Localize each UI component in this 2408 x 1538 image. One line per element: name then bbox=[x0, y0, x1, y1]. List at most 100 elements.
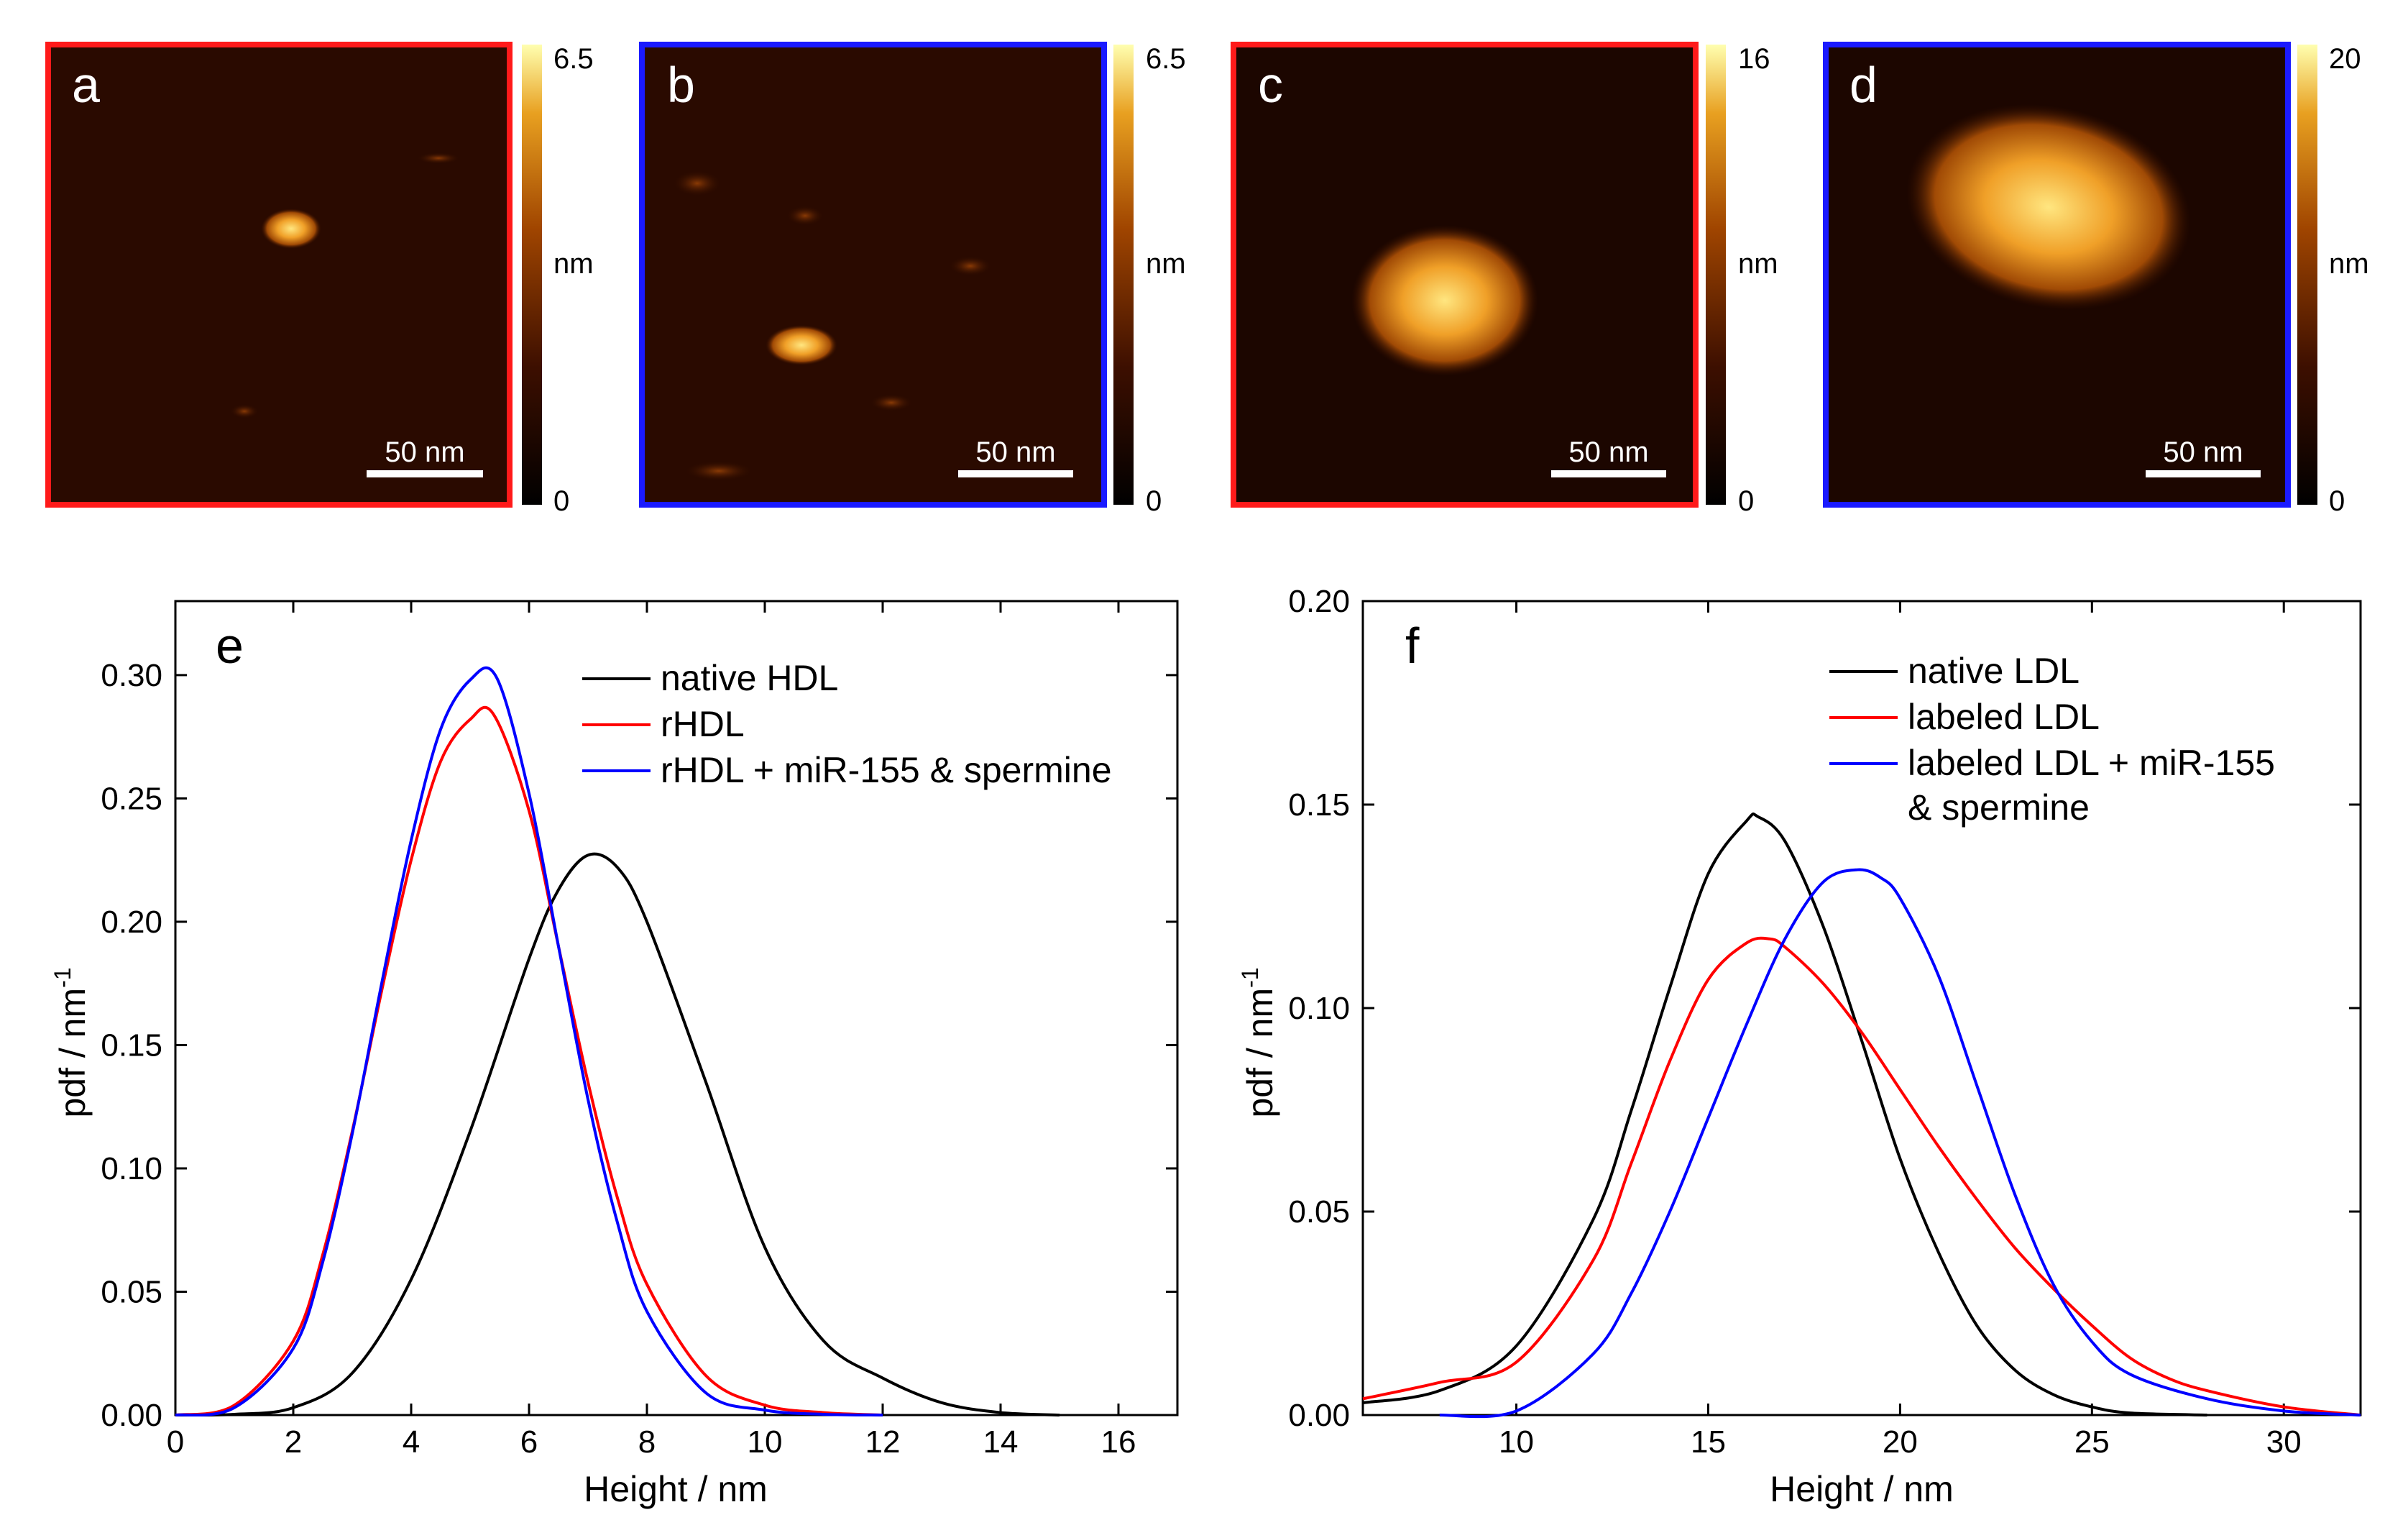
scale-bar-label: 50 nm bbox=[975, 436, 1055, 468]
scale-bar-label: 50 nm bbox=[1568, 436, 1648, 468]
legend-label-line: labeled LDL + miR-155 bbox=[1908, 743, 2275, 783]
chart-f: 10 15 20 25 30 0.00 0.05 0.10 0.15 0.20 native LDL… bbox=[1288, 584, 2362, 1460]
afm-panel-b: b 50 nm 6.5 nm 0 bbox=[639, 42, 1186, 517]
colorbar-min: 0 bbox=[1146, 485, 1162, 517]
afm-panel-letter: a bbox=[72, 57, 100, 113]
y-axis-label: pdf / nm-1 bbox=[50, 967, 93, 1117]
y-tick-label: 0.05 bbox=[1288, 1194, 1350, 1230]
series-line-3 bbox=[1439, 868, 2361, 1419]
colorbar-min: 0 bbox=[1738, 485, 1754, 517]
y-axis-label-main: pdf / nm bbox=[1240, 988, 1280, 1118]
series-line-3 bbox=[175, 666, 883, 1417]
y-tick-label: 0.10 bbox=[1288, 991, 1350, 1026]
legend-label-line: labeled LDL bbox=[1908, 697, 2100, 737]
y-axis-label-text: pdf / nm-1 bbox=[1237, 967, 1280, 1117]
legend-label-line: rHDL + miR-155 & spermine bbox=[661, 750, 1112, 790]
afm-panel-letter: b bbox=[667, 57, 695, 113]
y-tick-label: 0.15 bbox=[1288, 787, 1350, 823]
legend-label: native LDL bbox=[1908, 651, 2080, 691]
afm-particle bbox=[261, 209, 321, 249]
afm-speck bbox=[417, 152, 460, 164]
x-tick-label: 8 bbox=[638, 1424, 656, 1460]
colorbar-unit: nm bbox=[2329, 248, 2369, 280]
y-axis-label-sup: -1 bbox=[50, 967, 75, 987]
x-tick-label: 25 bbox=[2074, 1424, 2110, 1460]
afm-particle bbox=[1351, 225, 1538, 376]
scale-bar bbox=[2146, 470, 2261, 477]
y-tick-label: 0.30 bbox=[101, 658, 162, 693]
x-tick-label: 30 bbox=[2266, 1424, 2302, 1460]
y-tick-label: 0.10 bbox=[101, 1151, 162, 1186]
afm-speck bbox=[230, 404, 259, 418]
x-tick-label: 12 bbox=[865, 1424, 901, 1460]
afm-speck bbox=[684, 461, 753, 481]
afm-particle bbox=[766, 325, 837, 365]
colorbar-unit: nm bbox=[1738, 248, 1778, 280]
colorbar-min: 0 bbox=[553, 485, 569, 517]
colorbar bbox=[1706, 45, 1726, 505]
colorbar-min: 0 bbox=[2329, 485, 2345, 517]
y-axis-label-text: pdf / nm-1 bbox=[50, 967, 93, 1117]
legend-label: rHDL + miR-155 & spermine bbox=[661, 750, 1112, 790]
colorbar-unit: nm bbox=[1146, 248, 1186, 280]
colorbar-max: 20 bbox=[2329, 43, 2361, 75]
chart-e: 0 2 4 6 8 10 12 14 16 0.00 0.05 0.10 0.15 0.20 0.25 0.3… bbox=[101, 600, 1179, 1460]
y-tick-label: 0.00 bbox=[1288, 1398, 1350, 1433]
legend-label-line: rHDL bbox=[661, 704, 745, 744]
legend-label: native HDL bbox=[661, 658, 838, 698]
afm-panel-d: d 50 nm 20 nm 0 bbox=[1823, 42, 2369, 517]
series-line-2 bbox=[175, 705, 883, 1416]
afm-speck bbox=[673, 170, 722, 196]
x-tick-label: 6 bbox=[520, 1424, 538, 1460]
y-axis-label-main: pdf / nm bbox=[52, 988, 93, 1118]
x-tick-label: 15 bbox=[1691, 1424, 1726, 1460]
afm-image-a bbox=[45, 42, 513, 508]
y-tick-label: 0.25 bbox=[101, 781, 162, 816]
x-axis-label: Height / nm bbox=[584, 1469, 768, 1509]
x-tick-label: 14 bbox=[983, 1424, 1019, 1460]
colorbar bbox=[2297, 45, 2317, 505]
x-tick-label: 2 bbox=[285, 1424, 302, 1460]
x-tick-label: 4 bbox=[403, 1424, 420, 1460]
colorbar-max: 6.5 bbox=[553, 43, 594, 75]
x-tick-label: 10 bbox=[1499, 1424, 1534, 1460]
plot-frame bbox=[174, 600, 1179, 1416]
legend-label-line: native LDL bbox=[1908, 651, 2080, 691]
plot-frame bbox=[1361, 600, 2362, 1416]
legend-label: labeled LDL bbox=[1908, 697, 2100, 737]
afm-particle bbox=[1906, 104, 2191, 311]
chart-panel-letter: f bbox=[1405, 618, 1420, 674]
scale-bar bbox=[367, 470, 483, 477]
afm-image-b bbox=[639, 42, 1107, 508]
scale-bar-label: 50 nm bbox=[2163, 436, 2243, 468]
scale-bar-label: 50 nm bbox=[385, 436, 464, 468]
y-tick-label: 0.00 bbox=[101, 1398, 162, 1433]
afm-speck bbox=[786, 206, 824, 226]
series-line-1 bbox=[1362, 813, 2207, 1416]
series-line-1 bbox=[175, 852, 1060, 1417]
colorbar-unit: nm bbox=[553, 248, 594, 280]
y-axis-label-sup: -1 bbox=[1237, 967, 1263, 987]
afm-panel-c: c 50 nm 16 nm 0 bbox=[1231, 42, 1778, 517]
series-line-2 bbox=[1362, 936, 2361, 1416]
x-tick-label: 10 bbox=[748, 1424, 783, 1460]
legend-label-line: native HDL bbox=[661, 658, 838, 698]
legend-label: labeled LDL + miR-155 & spermine bbox=[1908, 743, 2275, 828]
x-axis-label: Height / nm bbox=[1770, 1469, 1954, 1509]
legend-label: rHDL bbox=[661, 704, 745, 744]
y-axis-label: pdf / nm-1 bbox=[1237, 967, 1280, 1117]
scale-bar bbox=[1551, 470, 1666, 477]
colorbar bbox=[1113, 45, 1134, 505]
chart-panel-letter: e bbox=[216, 618, 244, 674]
y-tick-label: 0.05 bbox=[101, 1274, 162, 1309]
scale-bar bbox=[958, 470, 1073, 477]
colorbar-max: 6.5 bbox=[1146, 43, 1186, 75]
x-tick-label: 0 bbox=[167, 1424, 184, 1460]
afm-panel-a: a 50 nm 6.5 nm 0 bbox=[45, 42, 594, 517]
legend-label-line: & spermine bbox=[1908, 787, 2090, 828]
x-tick-label: 16 bbox=[1101, 1424, 1136, 1460]
colorbar-max: 16 bbox=[1738, 43, 1770, 75]
afm-speck bbox=[949, 256, 992, 276]
x-tick-label: 20 bbox=[1883, 1424, 1918, 1460]
